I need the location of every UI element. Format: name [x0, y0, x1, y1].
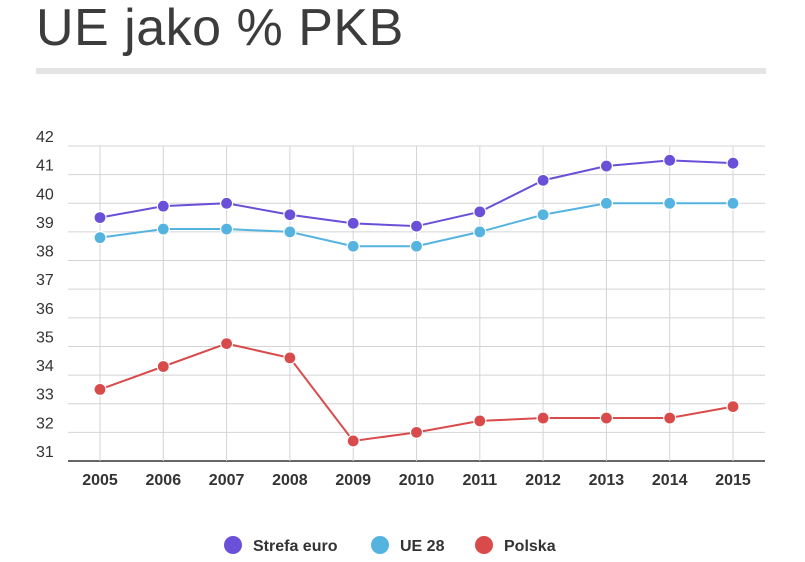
- legend-marker-2: [475, 536, 493, 554]
- legend-label: UE 28: [400, 538, 445, 555]
- data-point: [726, 196, 740, 210]
- data-point: [536, 173, 550, 187]
- y-tick-label: 42: [36, 129, 54, 146]
- x-tick-label: 2007: [209, 472, 245, 489]
- y-tick-label: 31: [36, 444, 54, 461]
- x-tick-label: 2005: [82, 472, 118, 489]
- x-tick-label: 2011: [462, 472, 497, 489]
- data-point: [220, 336, 234, 351]
- x-tick-label: 2010: [399, 472, 435, 489]
- data-point: [663, 411, 677, 425]
- data-point: [283, 208, 297, 222]
- data-point: [283, 225, 297, 239]
- y-tick-label: 41: [36, 158, 54, 175]
- y-tick-label: 32: [36, 415, 54, 432]
- y-tick-label: 38: [36, 244, 54, 261]
- x-tick-label: 2012: [525, 472, 561, 489]
- legend: Strefa euro UE 28 Polska: [224, 536, 556, 555]
- y-axis-ticks: 31 32 33 34 35 36 37 38 39 40 41 42: [36, 129, 54, 461]
- data-point: [346, 239, 360, 253]
- legend-marker-1: [371, 536, 389, 554]
- y-tick-label: 36: [36, 301, 54, 318]
- data-point: [156, 359, 170, 374]
- data-point: [346, 216, 360, 230]
- y-tick-label: 33: [36, 387, 54, 404]
- series-points: [93, 153, 740, 448]
- data-point: [473, 225, 487, 239]
- y-tick-label: 40: [36, 186, 54, 203]
- data-point: [346, 434, 360, 448]
- x-tick-label: 2015: [715, 472, 751, 489]
- x-tick-label: 2013: [589, 472, 625, 489]
- data-point: [726, 399, 740, 414]
- data-point: [599, 159, 614, 173]
- data-point: [93, 231, 107, 245]
- data-point: [663, 196, 677, 210]
- x-tick-label: 2014: [652, 472, 688, 489]
- data-point: [599, 411, 614, 425]
- x-tick-label: 2008: [272, 472, 308, 489]
- data-point: [536, 208, 550, 222]
- x-axis-ticks: 2005 2006 2007 2008 2009 2010 2011 2012 2013 2014…: [82, 472, 751, 489]
- legend-label: Strefa euro: [253, 538, 338, 555]
- data-point: [93, 210, 107, 225]
- data-point: [409, 219, 424, 233]
- title-divider: [36, 68, 766, 74]
- x-tick-label: 2009: [335, 472, 371, 489]
- data-point: [473, 205, 487, 219]
- data-point: [726, 156, 740, 170]
- data-point: [473, 414, 487, 428]
- y-tick-label: 34: [36, 358, 54, 375]
- chart-grid: [68, 145, 765, 462]
- data-point: [409, 239, 424, 253]
- data-point: [156, 222, 170, 236]
- x-tick-label: 2006: [146, 472, 182, 489]
- data-point: [663, 153, 677, 167]
- page-title: UE jako % PKB: [36, 0, 404, 57]
- data-point: [599, 196, 614, 210]
- data-point: [220, 222, 234, 236]
- y-tick-label: 35: [36, 329, 54, 346]
- legend-label: Polska: [504, 538, 556, 555]
- y-tick-label: 39: [36, 215, 54, 232]
- data-point: [93, 382, 107, 397]
- data-point: [220, 196, 234, 210]
- data-point: [536, 411, 550, 425]
- data-point: [409, 425, 424, 439]
- legend-marker-0: [224, 536, 242, 554]
- data-point: [156, 199, 170, 213]
- y-tick-label: 37: [36, 272, 54, 289]
- data-point: [283, 351, 297, 365]
